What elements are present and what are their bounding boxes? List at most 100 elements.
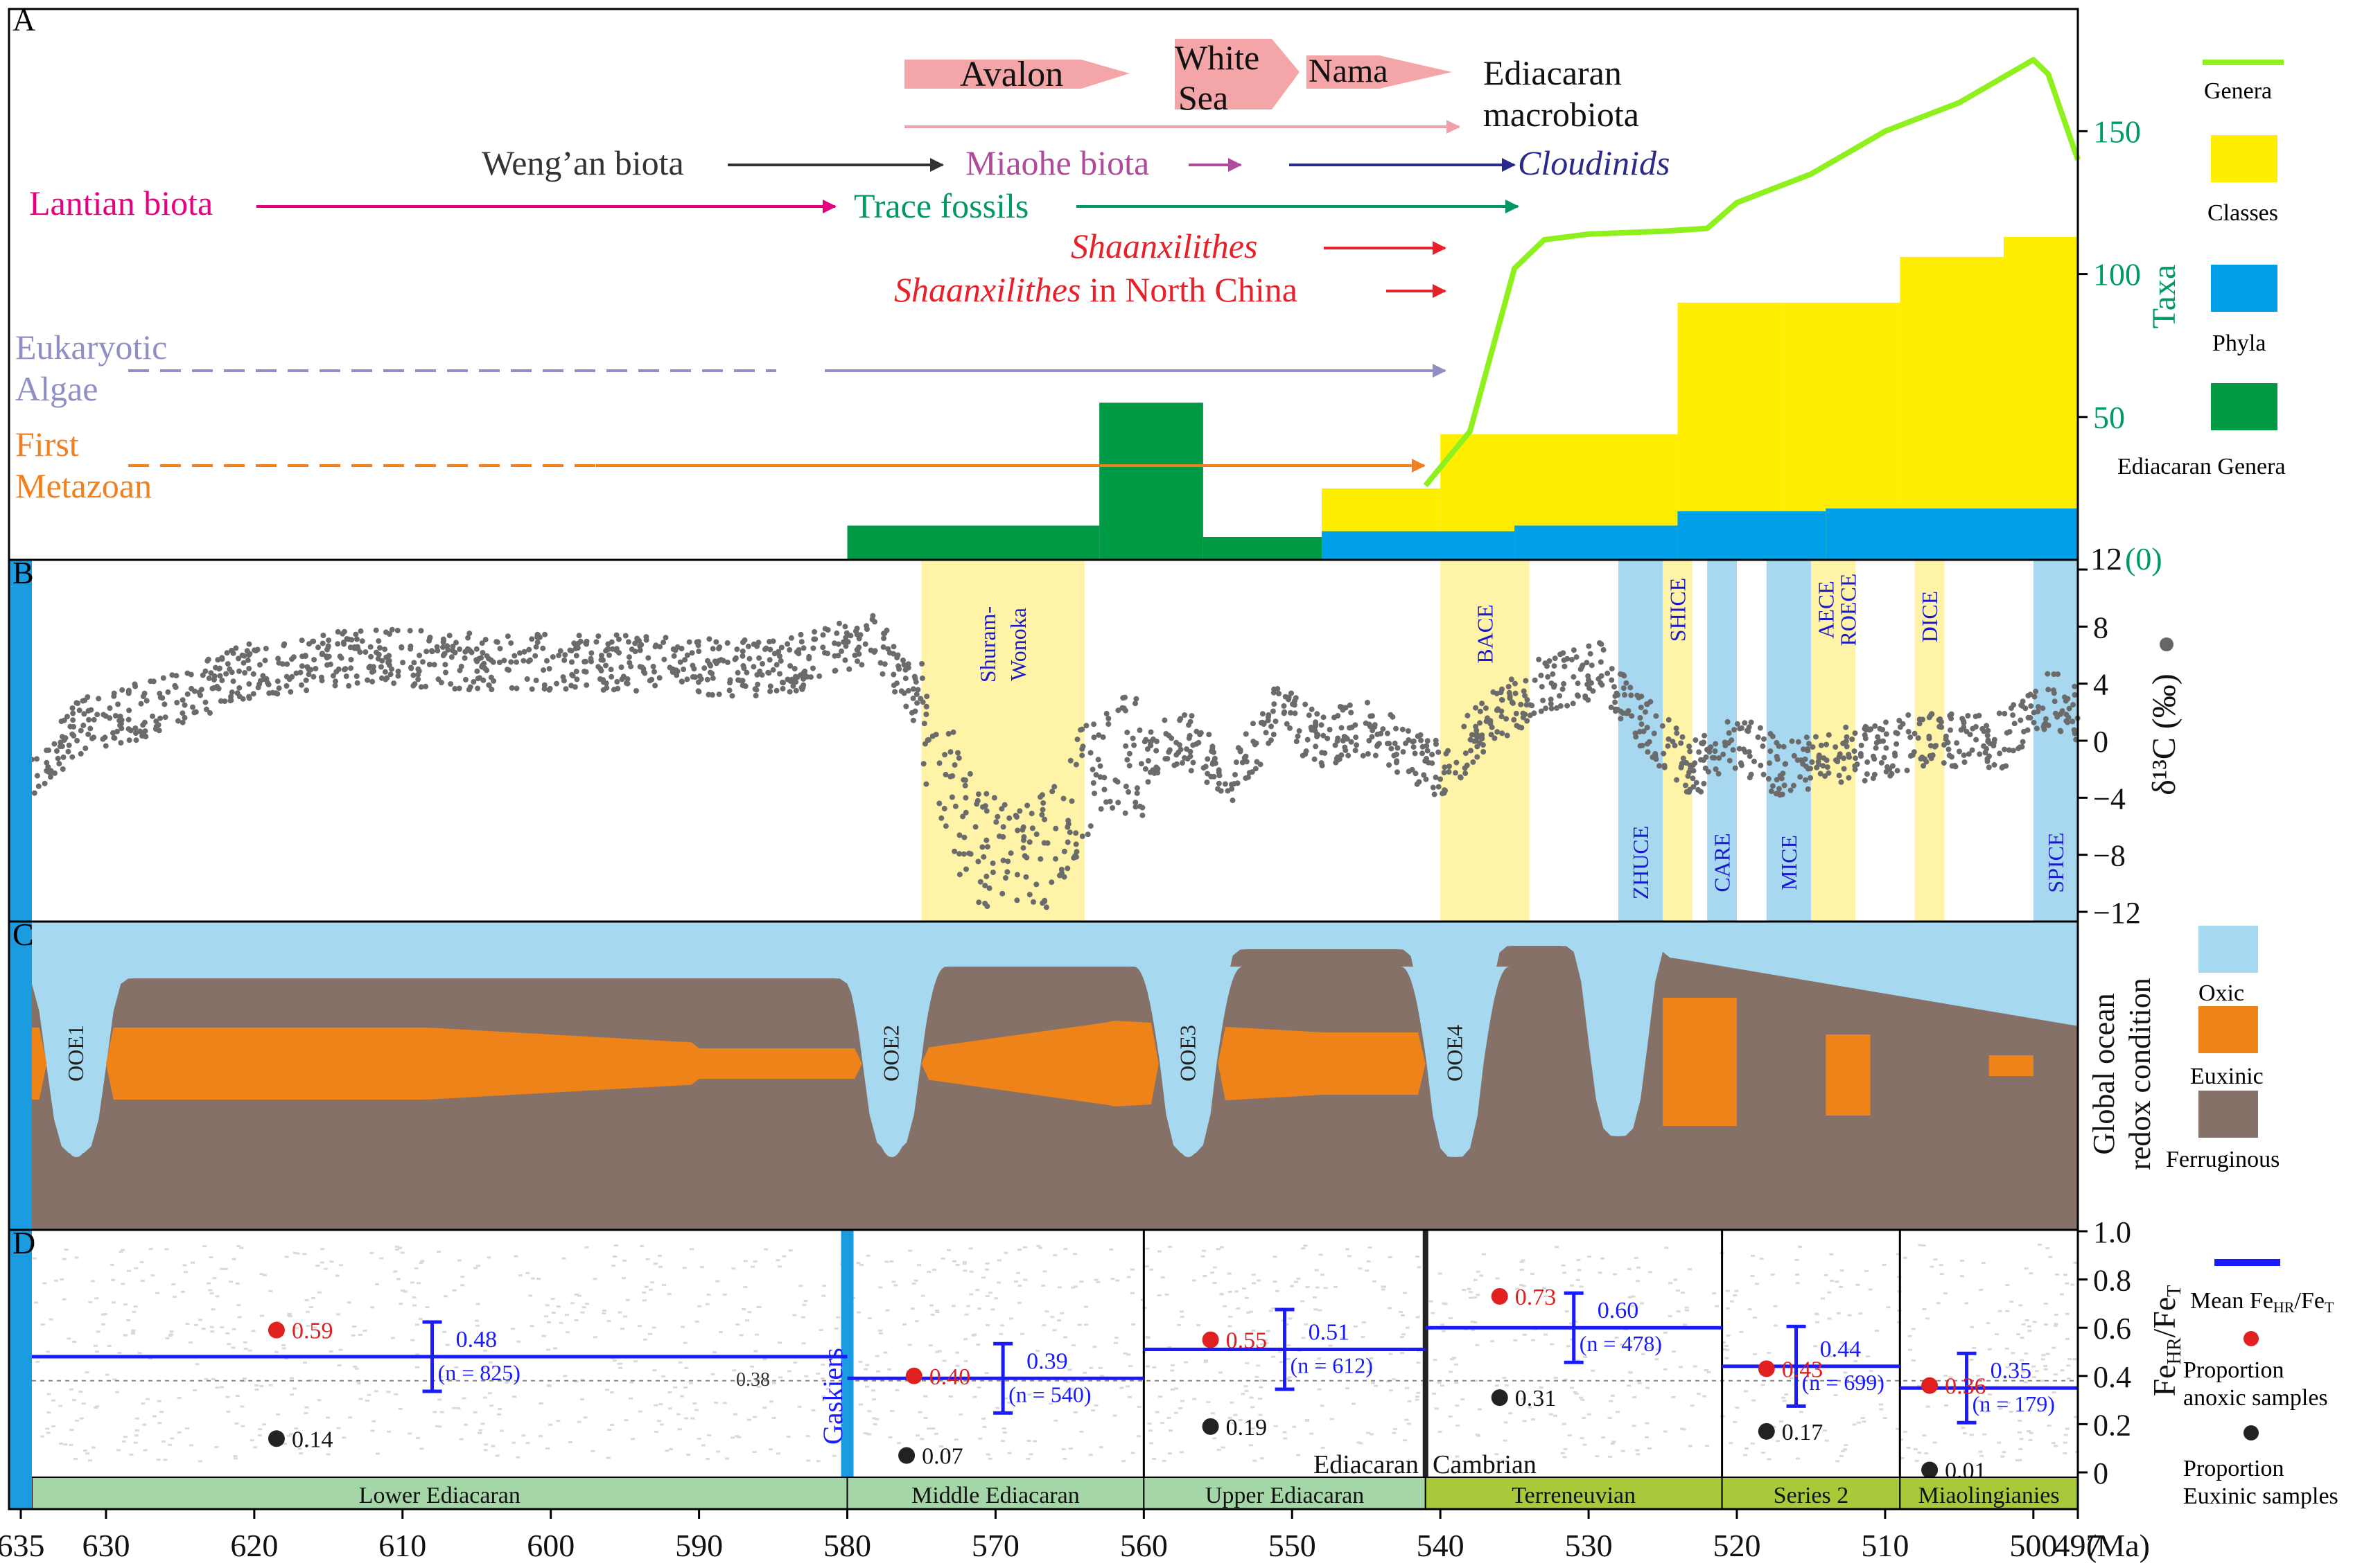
d13c-point [961, 834, 968, 840]
d13c-point [1250, 739, 1257, 745]
sample-mark [732, 1369, 737, 1372]
d13c-point [1137, 727, 1143, 733]
redox-axis-title-1: Global ocean [2087, 993, 2121, 1154]
d13c-point [767, 688, 773, 694]
sample-mark [1987, 1348, 1992, 1350]
d13c-point [727, 680, 733, 686]
sample-mark [1550, 1343, 1555, 1346]
d13c-point [229, 689, 235, 696]
sample-mark [390, 1337, 395, 1339]
d13c-point [609, 639, 615, 645]
anoxic-dot [905, 1367, 922, 1384]
sample-mark [629, 1381, 634, 1384]
sample-mark [69, 1444, 73, 1446]
d13c-point [842, 657, 848, 663]
sample-mark [1475, 1344, 1480, 1346]
d13c-point [562, 652, 568, 658]
d13c-point [684, 676, 690, 682]
d13c-point [1774, 777, 1780, 783]
sample-mark [2066, 1364, 2071, 1367]
d13c-point [376, 638, 382, 644]
sample-mark [1582, 1416, 1586, 1419]
d13c-point [353, 645, 360, 651]
d13c-point [894, 655, 900, 661]
sample-mark [1361, 1336, 1365, 1339]
sample-mark [683, 1341, 688, 1344]
d13c-point [1446, 764, 1452, 770]
d13c-point [1202, 764, 1209, 770]
sample-mark [1029, 1453, 1033, 1456]
sample-mark [1688, 1268, 1692, 1271]
sample-mark [1254, 1375, 1259, 1378]
sample-mark [1365, 1432, 1370, 1434]
sample-mark [1855, 1283, 1860, 1286]
sample-mark [969, 1293, 974, 1296]
sample-mark [977, 1307, 982, 1310]
sample-mark [530, 1277, 535, 1280]
sample-mark [913, 1279, 918, 1282]
sample-mark [1282, 1431, 1287, 1434]
sample-mark [2054, 1313, 2058, 1316]
sample-mark [1316, 1357, 1321, 1360]
sample-mark [918, 1411, 922, 1413]
d13c-point [1115, 707, 1121, 714]
sample-mark [1452, 1357, 1456, 1359]
sample-mark [415, 1437, 420, 1439]
sample-mark [1026, 1457, 1031, 1460]
sample-mark [1053, 1419, 1058, 1422]
sample-mark [955, 1351, 960, 1354]
sample-mark [1358, 1267, 1363, 1270]
sample-mark [792, 1314, 797, 1316]
sample-mark [1415, 1316, 1420, 1319]
d13c-point [182, 714, 188, 721]
d13c-point [1618, 708, 1624, 714]
d13c-point [1767, 760, 1772, 766]
sample-mark [1152, 1366, 1157, 1368]
sample-mark [1381, 1288, 1385, 1291]
d13c-point [1612, 693, 1618, 699]
sample-mark [1074, 1285, 1078, 1288]
d13c-point [588, 650, 595, 656]
d13c-point [1844, 734, 1850, 740]
sample-mark [1609, 1400, 1613, 1402]
sample-mark [1553, 1414, 1558, 1417]
d13c-point [1123, 784, 1129, 789]
d13c-point [246, 681, 252, 687]
d13c-point [1929, 711, 1935, 717]
sample-mark [712, 1351, 717, 1354]
d13c-point [60, 766, 66, 772]
sample-mark [638, 1325, 642, 1328]
sample-mark [1959, 1275, 1964, 1278]
d13c-point [1468, 748, 1473, 754]
sample-mark [1502, 1377, 1507, 1380]
d13c-point [362, 649, 369, 655]
d13c-point [936, 760, 943, 766]
d13c-point [843, 635, 849, 641]
sample-mark [233, 1457, 238, 1460]
sample-mark [1062, 1457, 1067, 1460]
sample-mark [1114, 1341, 1118, 1344]
d13c-point [440, 653, 446, 658]
d13c-point [1997, 750, 2003, 757]
sample-mark [1467, 1287, 1471, 1290]
sample-mark [40, 1435, 45, 1438]
d13c-point [810, 665, 816, 671]
sample-mark [2041, 1354, 2046, 1357]
sample-mark [212, 1277, 217, 1280]
sample-mark [1866, 1355, 1871, 1358]
x-tick-label: 520 [1713, 1528, 1761, 1563]
d13c-point [1097, 774, 1103, 780]
sample-mark [259, 1273, 264, 1276]
d13c-point [1862, 777, 1868, 784]
d13c-point [283, 683, 290, 689]
d13c-point [1868, 726, 1874, 732]
sample-mark [1639, 1302, 1644, 1305]
sample-mark [1079, 1280, 1084, 1283]
sample-mark [1071, 1286, 1076, 1289]
d13c-point [132, 725, 139, 731]
sample-mark [1162, 1460, 1166, 1462]
sample-mark [1630, 1305, 1635, 1307]
sample-mark [95, 1350, 100, 1353]
sample-mark [386, 1391, 391, 1393]
sample-mark [262, 1423, 267, 1426]
